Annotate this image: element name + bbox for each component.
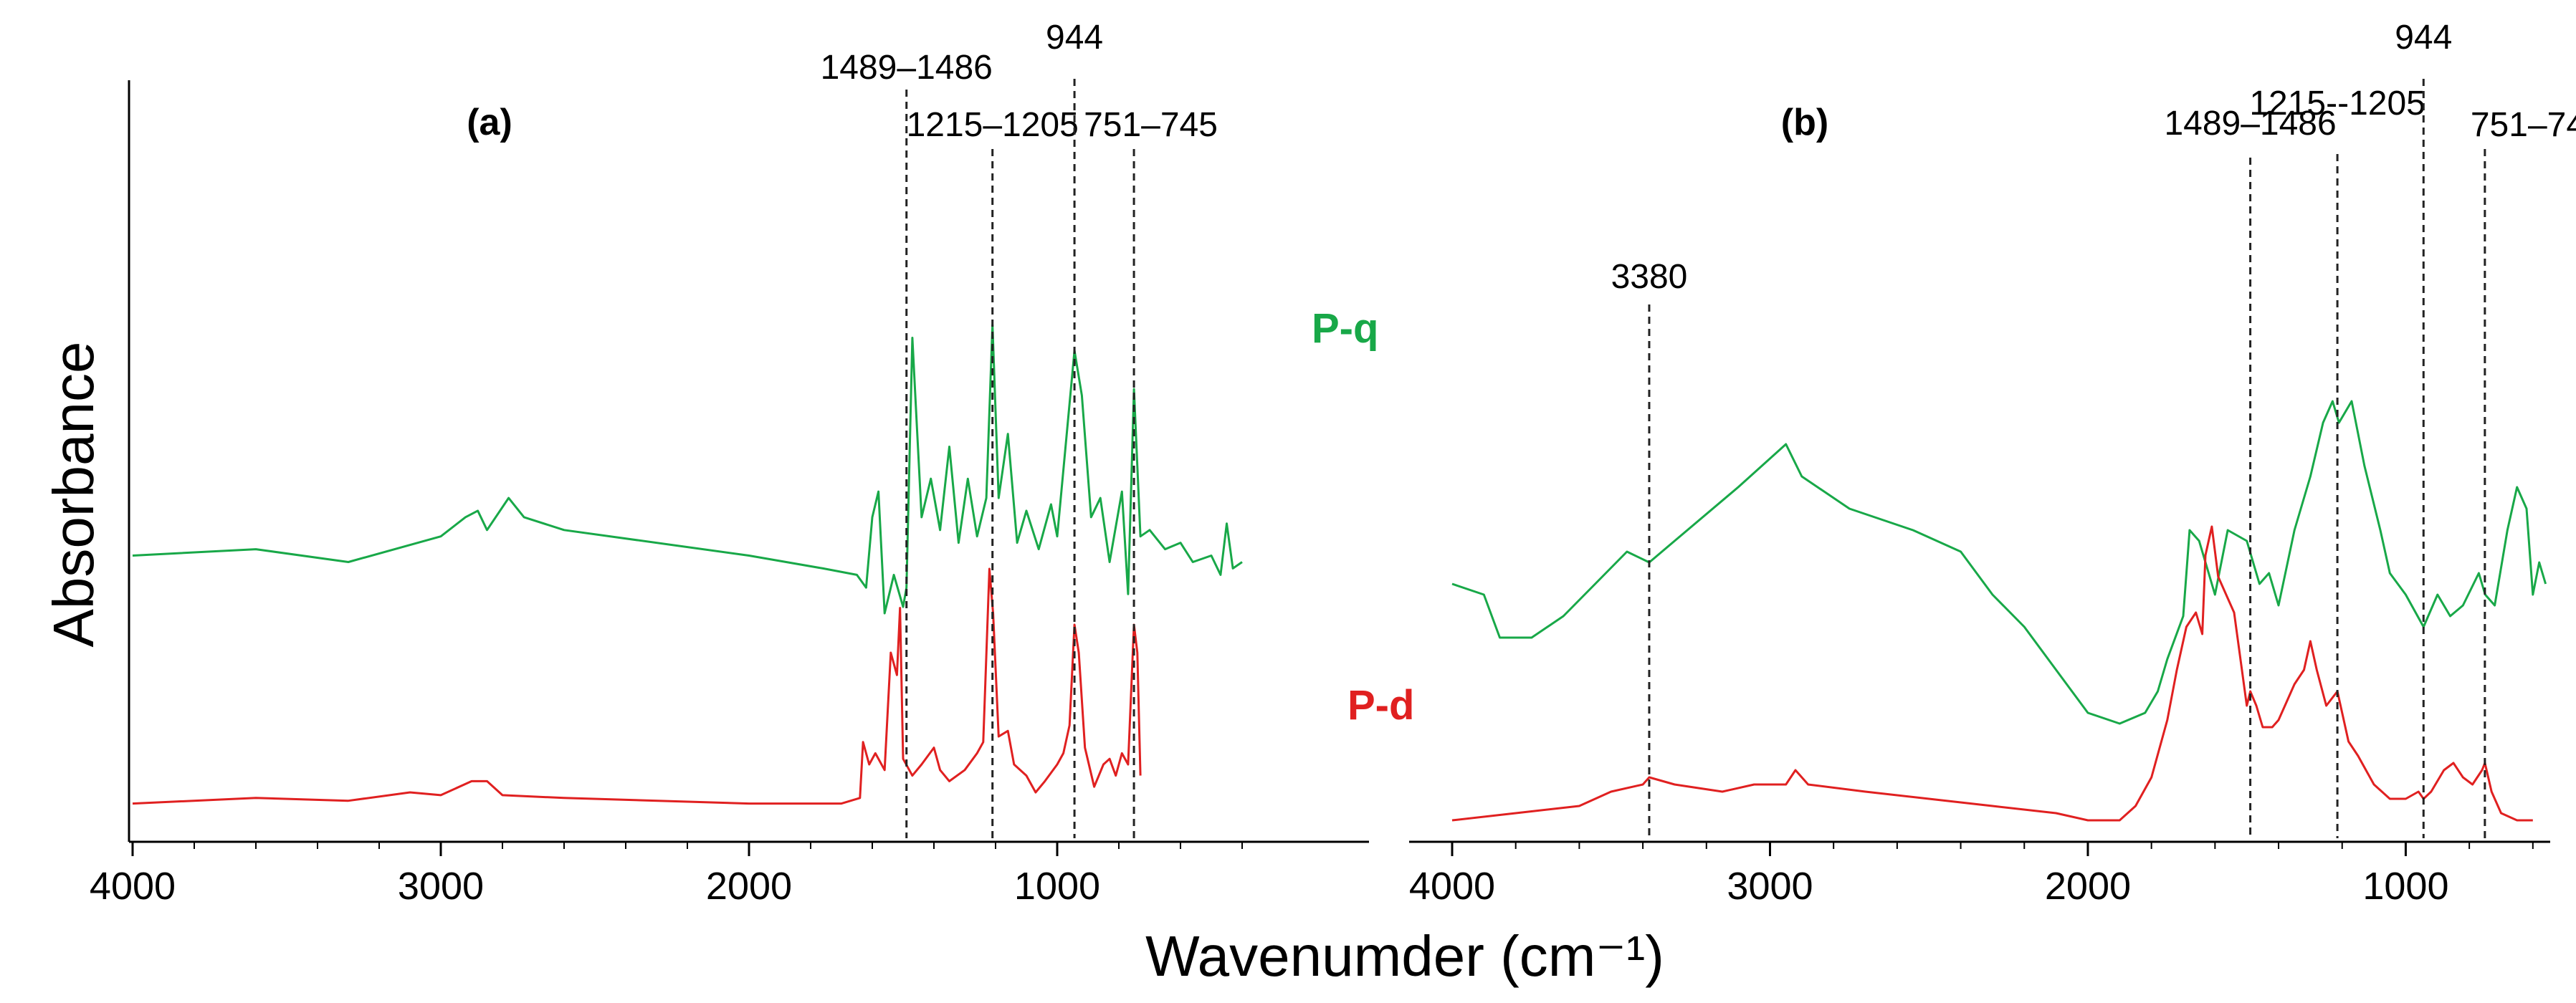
series-line-p-d-panel-b [1451,525,2533,822]
peak-label: 3380 [1611,258,1688,296]
series-label-p-d: P-d [1347,682,1414,729]
peak-label: 944 [1046,19,1103,57]
peak-label: 751–745 [2471,106,2576,144]
x-tick-label: 2000 [2045,865,2131,908]
series-line-p-d-panel-a [132,567,1142,805]
axis-break-gap [1369,824,1409,860]
y-axis-title: Absorbance [42,342,105,648]
x-tick-label: 3000 [398,865,484,908]
peak-label: 751–745 [1084,106,1218,144]
peak-label: 1489–1486 [2164,105,2336,143]
peak-label: 944 [2395,19,2452,57]
x-tick-label: 3000 [1727,865,1813,908]
series-label-p-q: P-q [1312,305,1378,352]
series-line-p-q-panel-b [1451,400,2547,725]
panel-label: (a) [467,102,512,143]
plot-layer: 4000 3000 2000 1000 1489–1486 1215–1205 944 751… [90,19,2576,908]
x-tick-label: 2000 [706,865,792,908]
x-tick-label: 1000 [2362,865,2448,908]
peak-label: 1215--1205 [2249,85,2425,123]
peak-label: 1215–1205 [907,106,1079,144]
x-tick-label: 1000 [1014,865,1100,908]
x-axis-title: Wavenumder (cm⁻¹) [1145,924,1664,988]
peak-label: 1489–1486 [821,49,993,87]
panel-label: (b) [1781,102,1828,143]
series-line-p-q-panel-a [132,324,1243,615]
x-tick-label: 4000 [1409,865,1495,908]
x-tick-label: 4000 [90,865,176,908]
